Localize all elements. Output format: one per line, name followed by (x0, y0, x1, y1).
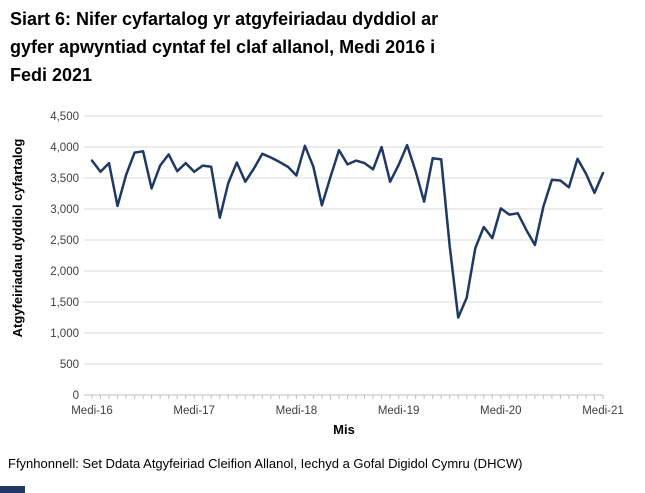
x-axis-tick-labels: Medi-16 Medi-17 Medi-18 Medi-19 Medi-20 Medi-… (71, 405, 624, 417)
y-tick-label: 500 (60, 359, 79, 371)
chart-title-line-2: gyfer apwyntiad cyntaf fel claf allanol,… (10, 36, 436, 57)
chart-title: Siart 6: Nifer cyfartalog yr atgyfeiriad… (10, 6, 610, 90)
x-tick-label: Medi-19 (378, 405, 420, 417)
chart-title-line-3: Fedi 2021 (10, 64, 93, 85)
y-tick-label: 3,500 (50, 173, 79, 185)
bottom-accent-bar (0, 486, 25, 493)
y-tick-label: 3,000 (50, 204, 79, 216)
x-tick-label: Medi-20 (480, 405, 522, 417)
y-tick-label: 2,000 (50, 266, 79, 278)
series-line (90, 143, 605, 319)
y-axis-title: Atgyfeiriadau dyddiol cyfartalog (10, 139, 25, 338)
y-tick-label: 1,000 (50, 328, 79, 340)
y-axis-tick-labels: 0 500 1,000 1,500 2,000 2,500 3,000 3,500 4,000 4… (50, 111, 79, 402)
y-tick-label: 2,500 (50, 235, 79, 247)
x-tick-label: Medi-17 (173, 405, 215, 417)
footer-source: Ffynhonnell: Set Ddata Atgyfeiriad Cleif… (8, 456, 523, 471)
x-axis-title: Mis (333, 422, 355, 437)
y-tick-label: 4,000 (50, 142, 79, 154)
x-tick-label: Medi-18 (276, 405, 318, 417)
gridlines-group (84, 115, 603, 396)
series-line-group (90, 143, 605, 319)
y-tick-label: 0 (73, 390, 79, 402)
y-tick-label: 1,500 (50, 297, 79, 309)
y-tick-label: 4,500 (50, 111, 79, 123)
x-tick-label: Medi-16 (71, 405, 113, 417)
chart-title-line-1: Siart 6: Nifer cyfartalog yr atgyfeiriad… (10, 9, 439, 29)
x-axis-group (91, 395, 604, 399)
x-tick-label: Medi-21 (582, 405, 624, 417)
